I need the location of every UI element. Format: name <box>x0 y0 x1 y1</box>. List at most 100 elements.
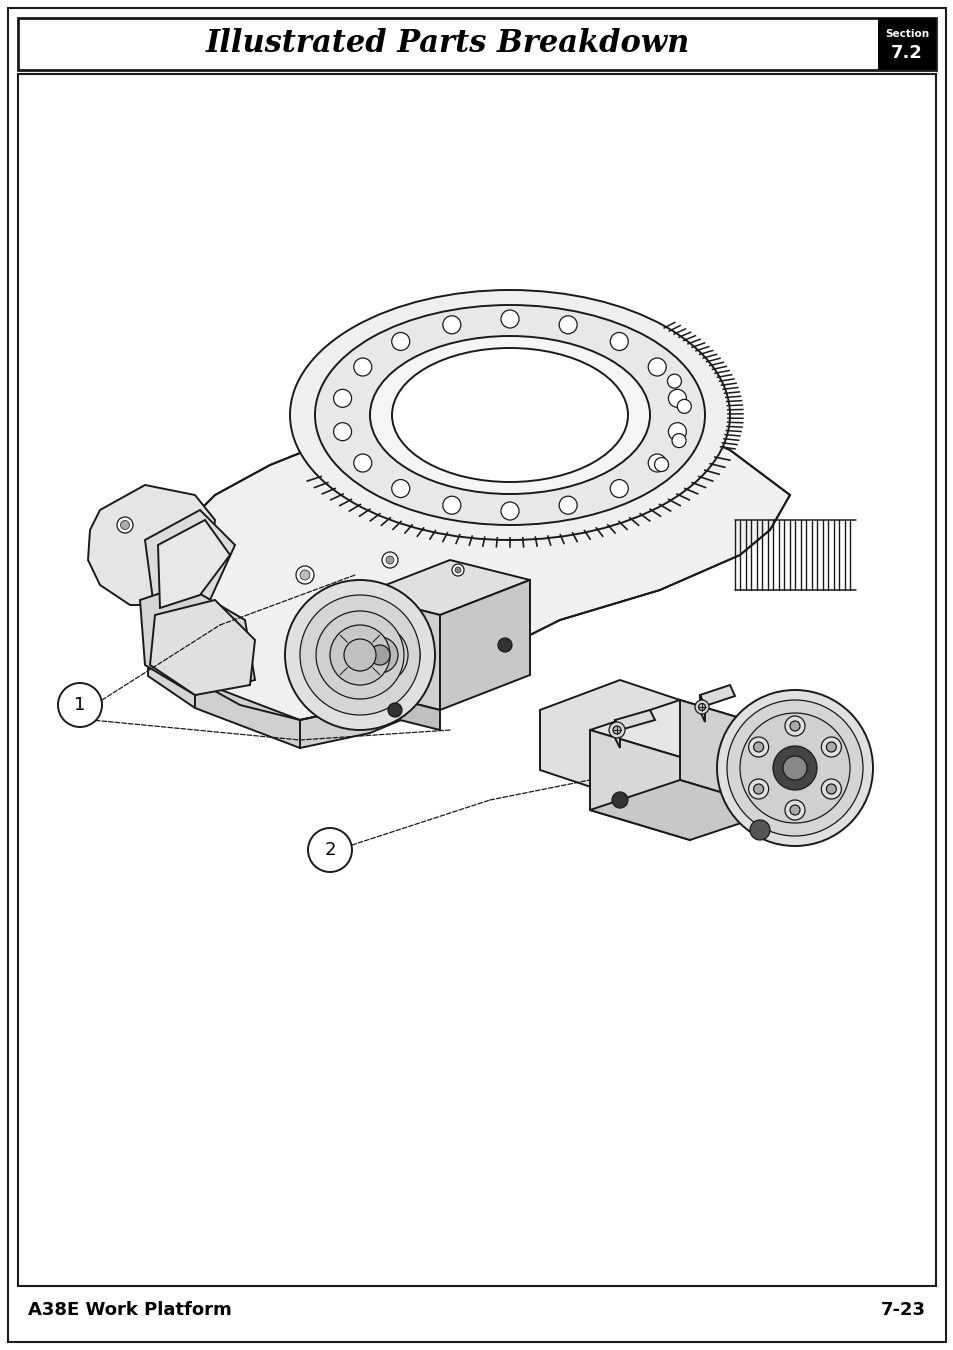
Circle shape <box>334 423 352 440</box>
Ellipse shape <box>290 290 729 540</box>
Ellipse shape <box>315 612 403 699</box>
Circle shape <box>334 389 352 408</box>
Ellipse shape <box>392 348 627 482</box>
Polygon shape <box>615 720 619 748</box>
Polygon shape <box>679 701 780 810</box>
Circle shape <box>667 374 680 389</box>
Polygon shape <box>194 680 299 748</box>
Circle shape <box>668 389 686 408</box>
Circle shape <box>784 716 804 736</box>
Circle shape <box>392 332 409 351</box>
Circle shape <box>392 479 409 498</box>
Circle shape <box>654 458 668 471</box>
Circle shape <box>789 721 800 730</box>
Polygon shape <box>145 510 234 616</box>
FancyBboxPatch shape <box>18 18 935 70</box>
Circle shape <box>753 743 762 752</box>
Polygon shape <box>589 701 780 760</box>
Text: 1: 1 <box>74 697 86 714</box>
Circle shape <box>671 433 685 448</box>
Circle shape <box>497 639 512 652</box>
Text: A38E Work Platform: A38E Work Platform <box>28 1301 232 1319</box>
Circle shape <box>442 316 460 333</box>
Ellipse shape <box>299 595 419 716</box>
Circle shape <box>748 779 768 799</box>
Polygon shape <box>359 690 439 730</box>
Polygon shape <box>299 655 490 748</box>
Ellipse shape <box>314 305 704 525</box>
Text: Section: Section <box>884 28 928 39</box>
Ellipse shape <box>726 701 862 836</box>
Circle shape <box>308 828 352 872</box>
Polygon shape <box>140 585 254 695</box>
Circle shape <box>354 358 372 377</box>
Circle shape <box>677 400 691 413</box>
Circle shape <box>825 743 836 752</box>
Circle shape <box>388 703 401 717</box>
Polygon shape <box>700 695 704 722</box>
Circle shape <box>821 779 841 799</box>
Circle shape <box>698 703 705 710</box>
Ellipse shape <box>285 580 435 730</box>
Circle shape <box>647 358 665 377</box>
Circle shape <box>612 792 627 809</box>
Circle shape <box>452 564 463 576</box>
Circle shape <box>748 737 768 757</box>
Polygon shape <box>589 780 780 840</box>
Text: 7-23: 7-23 <box>880 1301 925 1319</box>
Ellipse shape <box>328 603 432 707</box>
Circle shape <box>821 737 841 757</box>
Circle shape <box>825 784 836 794</box>
Polygon shape <box>148 648 194 707</box>
Ellipse shape <box>717 690 872 846</box>
FancyBboxPatch shape <box>18 74 935 1287</box>
Circle shape <box>789 805 800 815</box>
Circle shape <box>295 566 314 585</box>
Ellipse shape <box>370 336 649 494</box>
Circle shape <box>608 722 624 738</box>
Circle shape <box>558 497 577 514</box>
Circle shape <box>647 454 665 472</box>
Circle shape <box>610 332 628 351</box>
Circle shape <box>386 556 394 564</box>
Circle shape <box>668 423 686 440</box>
Circle shape <box>117 517 132 533</box>
Text: 7.2: 7.2 <box>890 45 922 62</box>
Circle shape <box>613 726 620 734</box>
FancyBboxPatch shape <box>877 18 935 70</box>
Circle shape <box>455 567 460 572</box>
Polygon shape <box>359 560 530 616</box>
Polygon shape <box>158 520 230 608</box>
Circle shape <box>610 479 628 498</box>
Circle shape <box>58 683 102 728</box>
Ellipse shape <box>352 626 408 683</box>
Circle shape <box>381 552 397 568</box>
Polygon shape <box>780 690 794 846</box>
Polygon shape <box>150 599 254 695</box>
Circle shape <box>782 756 806 780</box>
Circle shape <box>299 570 310 580</box>
Circle shape <box>749 819 769 840</box>
Ellipse shape <box>740 713 849 824</box>
Circle shape <box>500 310 518 328</box>
Circle shape <box>695 701 708 714</box>
FancyBboxPatch shape <box>8 8 945 1342</box>
Circle shape <box>354 454 372 472</box>
Circle shape <box>442 497 460 514</box>
Circle shape <box>500 502 518 520</box>
Polygon shape <box>539 680 679 790</box>
Polygon shape <box>88 485 214 605</box>
Polygon shape <box>700 684 734 706</box>
Circle shape <box>784 801 804 819</box>
Text: 2: 2 <box>324 841 335 859</box>
Circle shape <box>753 784 762 794</box>
Ellipse shape <box>339 616 419 695</box>
Text: Illustrated Parts Breakdown: Illustrated Parts Breakdown <box>206 28 689 59</box>
Polygon shape <box>148 390 789 720</box>
Circle shape <box>120 521 130 529</box>
Polygon shape <box>439 580 530 710</box>
Ellipse shape <box>370 645 390 666</box>
Circle shape <box>741 760 758 776</box>
Ellipse shape <box>361 637 397 674</box>
Polygon shape <box>615 710 655 730</box>
